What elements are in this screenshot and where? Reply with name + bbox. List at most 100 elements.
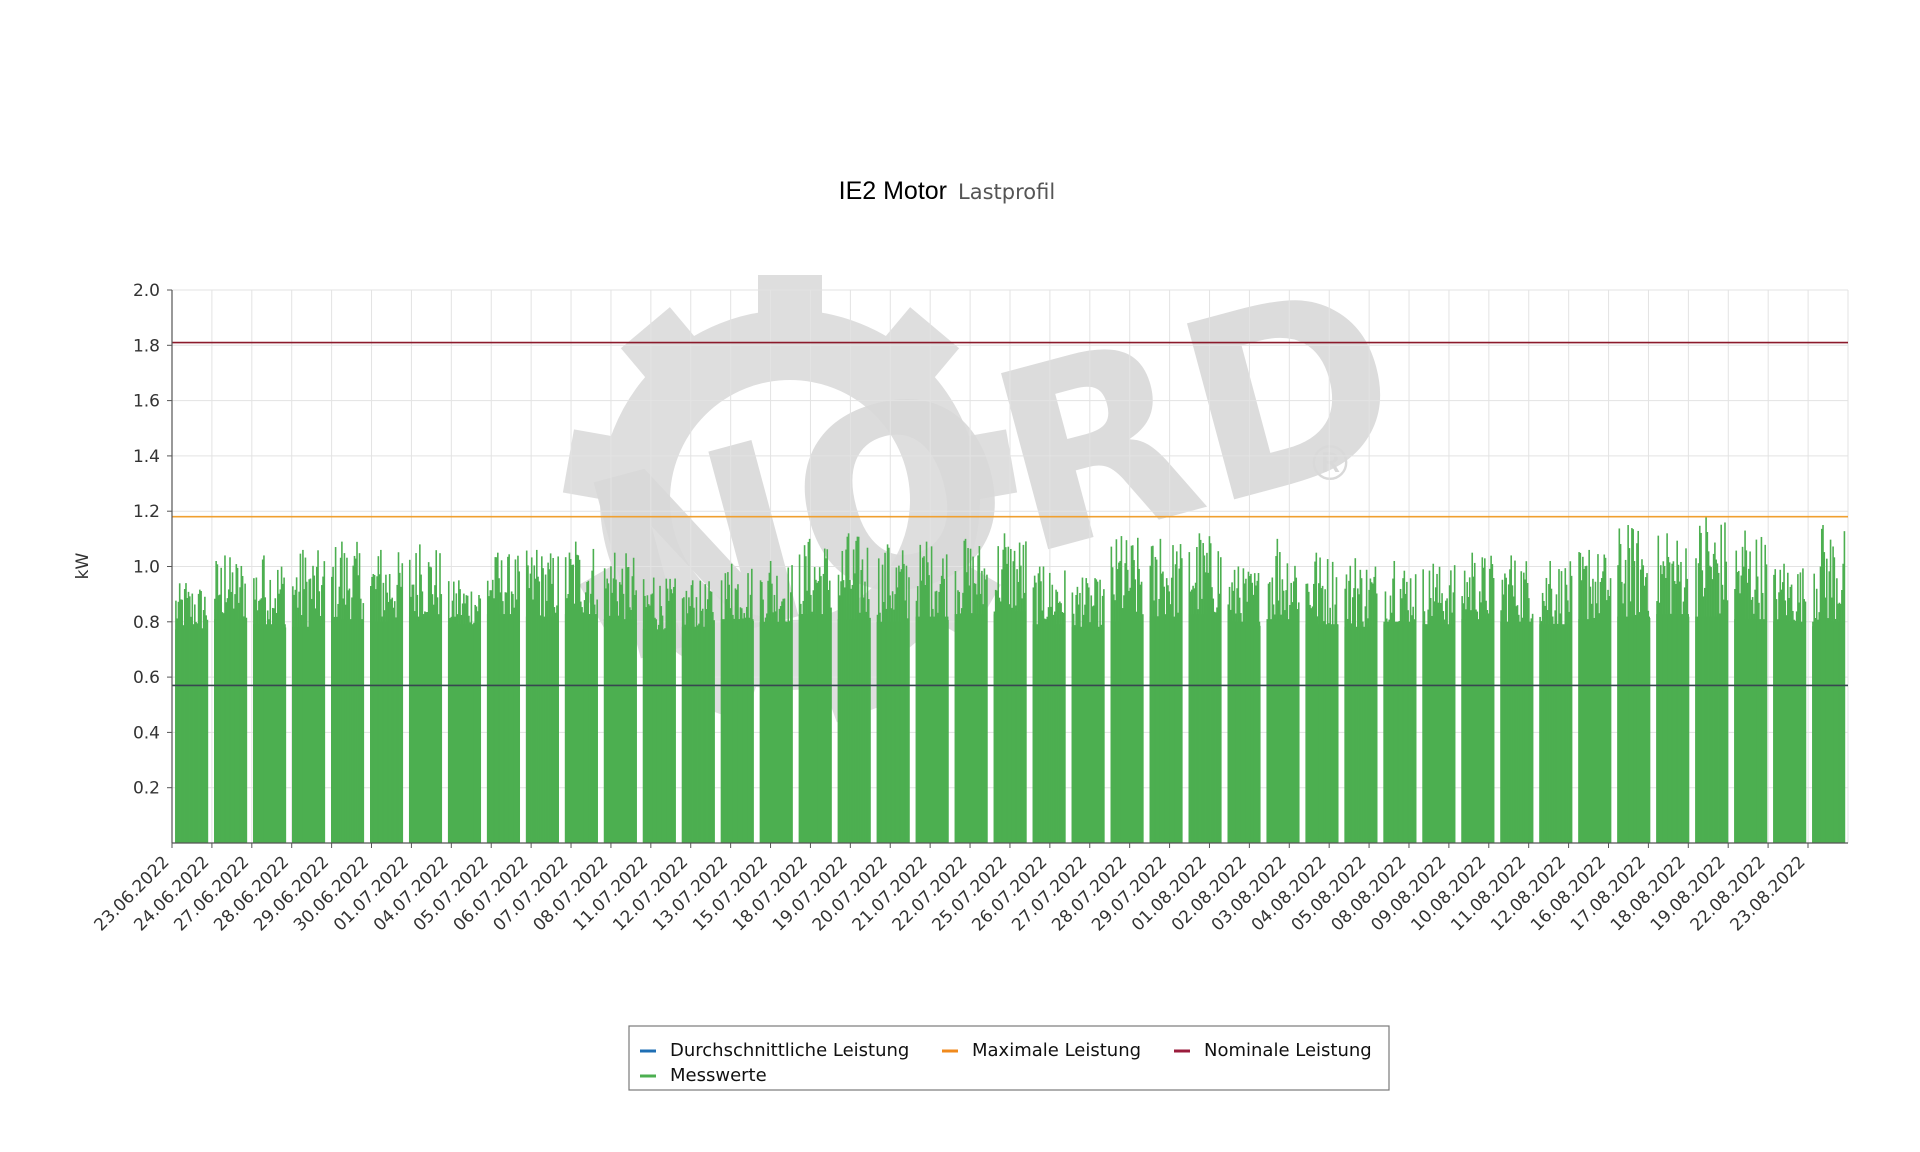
- bar: [1281, 579, 1284, 843]
- bar: [1196, 547, 1198, 843]
- bar: [414, 611, 416, 843]
- bar: [1116, 569, 1119, 843]
- bar: [236, 567, 239, 843]
- bar: [1118, 562, 1120, 843]
- bar: [1595, 603, 1598, 843]
- bar: [1646, 573, 1648, 843]
- bar: [549, 553, 552, 843]
- bar: [1004, 547, 1007, 843]
- bar: [777, 625, 779, 843]
- bar: [1230, 609, 1232, 843]
- bar: [192, 624, 195, 843]
- bar: [1734, 589, 1736, 843]
- bar: [822, 573, 825, 843]
- bar: [283, 577, 285, 843]
- bar: [1245, 578, 1247, 843]
- bar: [182, 625, 185, 843]
- bar: [376, 576, 378, 843]
- bar: [1667, 556, 1670, 843]
- bar: [730, 563, 733, 843]
- bar: [1712, 553, 1715, 843]
- bar: [1442, 611, 1445, 843]
- bar: [696, 625, 699, 843]
- bar: [776, 575, 778, 843]
- bar: [1060, 603, 1062, 843]
- bar: [354, 558, 357, 843]
- bar: [1204, 572, 1207, 843]
- bar: [1725, 561, 1728, 843]
- bar: [768, 572, 771, 843]
- bar: [1384, 591, 1387, 843]
- bar: [1829, 539, 1832, 843]
- bar: [1218, 593, 1221, 843]
- bar: [227, 589, 230, 843]
- bar: [377, 556, 380, 843]
- bar: [983, 568, 986, 843]
- bar: [553, 607, 556, 843]
- bar: [1037, 573, 1040, 843]
- bar: [1812, 626, 1814, 843]
- bar: [1643, 585, 1646, 843]
- bar: [274, 598, 277, 843]
- bar: [1274, 614, 1276, 843]
- bar: [544, 574, 547, 843]
- bar: [217, 595, 220, 843]
- bar: [733, 618, 735, 843]
- bar: [859, 612, 861, 843]
- y-tick-label: 1.2: [133, 502, 160, 522]
- bar: [305, 581, 308, 843]
- bar: [1422, 569, 1424, 843]
- bar: [1232, 590, 1235, 843]
- bar: [973, 583, 976, 843]
- bar: [375, 589, 377, 843]
- bar: [1682, 601, 1685, 843]
- bar: [1549, 560, 1551, 843]
- bar: [656, 631, 659, 843]
- bar: [1129, 587, 1132, 843]
- bar: [183, 589, 186, 843]
- bar: [1197, 609, 1199, 843]
- bar: [1468, 577, 1471, 843]
- bar: [1096, 581, 1099, 843]
- bar: [1295, 577, 1298, 843]
- bar: [300, 615, 303, 843]
- bar: [1047, 607, 1050, 843]
- bar: [1589, 586, 1592, 843]
- bar: [1644, 577, 1647, 843]
- bar: [1276, 538, 1279, 843]
- bar: [1124, 563, 1127, 843]
- bar: [1525, 561, 1528, 843]
- bar: [1321, 585, 1324, 843]
- bar: [1207, 572, 1210, 843]
- bar: [1392, 578, 1394, 843]
- bar: [1061, 612, 1064, 843]
- bar: [195, 622, 197, 843]
- bar: [1641, 559, 1643, 843]
- bar: [1472, 576, 1475, 843]
- bar: [1209, 543, 1212, 843]
- bar: [1637, 530, 1640, 843]
- bar: [461, 603, 464, 843]
- bar: [538, 581, 541, 843]
- bar: [817, 581, 820, 843]
- bar: [1358, 594, 1360, 843]
- bar: [1201, 598, 1203, 843]
- bar: [865, 611, 868, 843]
- bar: [1433, 601, 1436, 843]
- bar: [890, 608, 893, 843]
- bar: [178, 583, 181, 843]
- bar: [1719, 613, 1721, 843]
- bar: [1368, 589, 1370, 843]
- bar: [1055, 589, 1057, 843]
- bar: [655, 619, 658, 843]
- bar: [1286, 563, 1289, 843]
- bar: [1266, 623, 1269, 843]
- bar: [1818, 612, 1821, 843]
- bar: [939, 584, 942, 843]
- bar: [1626, 617, 1628, 843]
- y-tick-label: 1.8: [133, 336, 160, 356]
- bar: [1101, 595, 1104, 843]
- bar: [752, 620, 754, 843]
- bar: [1089, 622, 1091, 843]
